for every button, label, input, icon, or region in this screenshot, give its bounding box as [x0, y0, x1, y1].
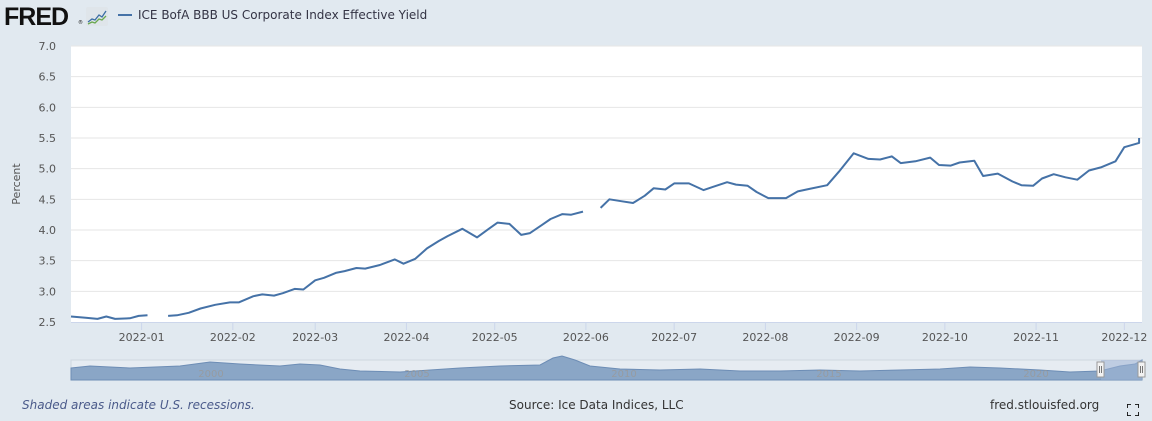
fullscreen-icon[interactable]	[1126, 401, 1140, 417]
site-link[interactable]: fred.stlouisfed.org	[990, 398, 1100, 412]
y-tick-label: 3.5	[39, 255, 57, 268]
navigator-selection[interactable]	[1101, 360, 1142, 380]
x-tick-label: 2022-01	[119, 331, 165, 344]
series-line[interactable]	[70, 138, 1141, 320]
navigator-year-labels: 2000 2005 2010 2015 2020	[198, 369, 1048, 380]
navigator-handle-left[interactable]	[1096, 361, 1105, 378]
source-note: Source: Ice Data Indices, LLC	[509, 398, 684, 412]
y-tick-label: 5.0	[39, 163, 57, 176]
x-axis-ticks: 2022-01 2022-02 2022-03 2022-04 2022-05 2022-…	[119, 322, 1147, 344]
legend-series-label[interactable]: ICE BofA BBB US Corporate Index Effectiv…	[138, 8, 428, 22]
x-tick-label: 2022-11	[1013, 331, 1059, 344]
series-segment[interactable]	[168, 210, 584, 317]
navigator-year-label: 2015	[816, 369, 841, 380]
recession-note: Shaded areas indicate U.S. recessions.	[22, 398, 255, 412]
navigator-year-label: 2020	[1023, 369, 1048, 380]
x-tick-label: 2022-07	[651, 331, 697, 344]
gridlines	[71, 45, 1142, 323]
y-tick-label: 6.0	[39, 101, 57, 114]
y-tick-label: 5.5	[39, 132, 57, 145]
plot-background	[71, 46, 1142, 322]
legend: ICE BofA BBB US Corporate Index Effectiv…	[118, 8, 427, 22]
x-tick-label: 2022-06	[563, 331, 609, 344]
y-axis-tick-labels: 2.5 3.0 3.5 4.0 4.5 5.0 5.5 6.0 6.5 7.0	[39, 40, 57, 329]
navigator-area	[70, 355, 1143, 381]
chart-header: FRED ® ICE BofA BBB US Corporate Index E…	[0, 0, 1152, 34]
registered-mark: ®	[78, 20, 83, 26]
navigator-year-label: 2000	[198, 369, 223, 380]
x-tick-label: 2022-02	[210, 331, 256, 344]
y-tick-label: 4.0	[39, 224, 57, 237]
navigator[interactable]: 2000 2005 2010 2015 2020	[70, 355, 1146, 381]
y-tick-label: 6.5	[39, 71, 57, 84]
y-tick-label: 7.0	[39, 40, 57, 53]
x-tick-label: 2022-04	[383, 331, 429, 344]
y-tick-label: 3.0	[39, 285, 57, 298]
line-chart-icon	[86, 7, 108, 26]
x-tick-label: 2022-12	[1101, 331, 1147, 344]
series-segment[interactable]	[70, 314, 148, 320]
y-tick-label: 2.5	[39, 316, 57, 329]
navigator-handle-right[interactable]	[1137, 361, 1146, 378]
x-tick-label: 2022-03	[292, 331, 338, 344]
legend-swatch	[118, 14, 132, 16]
x-tick-label: 2022-10	[922, 331, 968, 344]
y-axis-label: Percent	[10, 163, 23, 205]
fred-logo[interactable]: FRED	[4, 3, 69, 31]
x-tick-label: 2022-05	[472, 331, 518, 344]
navigator-year-label: 2005	[404, 369, 429, 380]
navigator-year-label: 2010	[611, 369, 636, 380]
x-tick-label: 2022-09	[834, 331, 880, 344]
series-segment[interactable]	[599, 138, 1141, 209]
y-tick-label: 4.5	[39, 193, 57, 206]
x-tick-label: 2022-08	[742, 331, 788, 344]
